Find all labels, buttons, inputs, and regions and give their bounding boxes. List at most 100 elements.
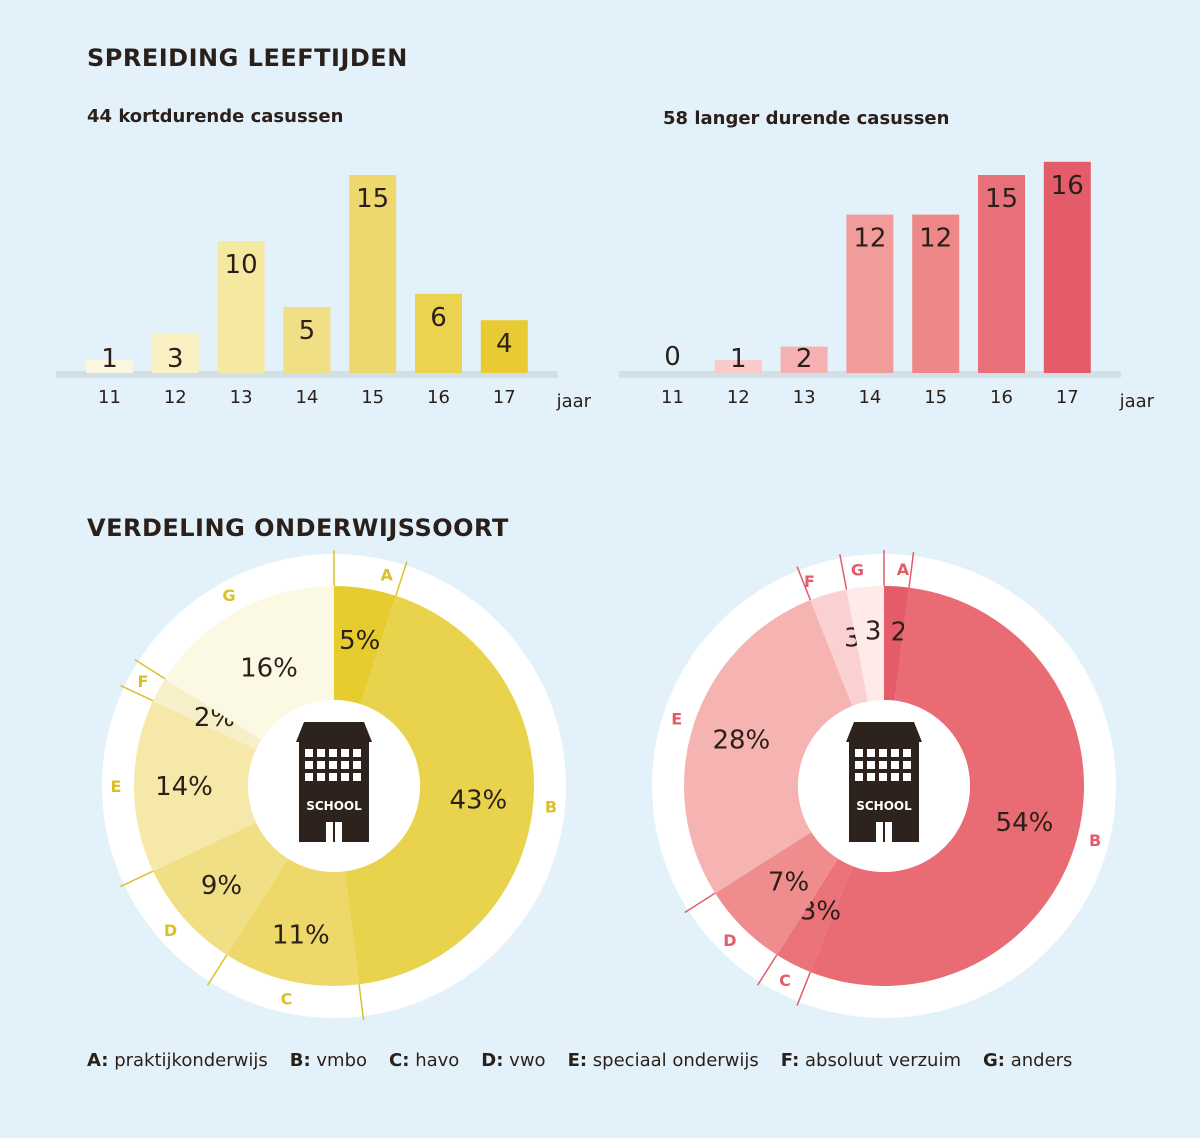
x-tick-label: 13: [230, 387, 253, 408]
legend-item-d: D: vwo: [481, 1050, 546, 1071]
school-building-icon: SCHOOL: [846, 722, 922, 842]
slice-key-letter: A: [381, 565, 394, 584]
section-title-ages: SPREIDING LEEFTIJDEN: [87, 44, 408, 72]
slice-key-letter: B: [1089, 831, 1101, 850]
slice-value-label: 11%: [272, 920, 330, 950]
slice-key-letter: G: [851, 561, 864, 580]
chart-title-long-cases: 58 langer durende casussen: [663, 108, 950, 129]
slice-divider: [358, 984, 365, 1021]
school-building-icon: SCHOOL: [296, 722, 372, 842]
x-axis-unit-label: jaar: [556, 391, 592, 412]
slice-value-label: 14%: [155, 772, 213, 802]
school-label: SCHOOL: [856, 799, 912, 813]
bar-value-label: 4: [496, 329, 513, 359]
slice-divider: [134, 658, 166, 680]
slice-key-letter: C: [779, 971, 791, 990]
x-tick-label: 15: [924, 387, 947, 408]
bar-16: [415, 293, 462, 373]
bar-value-label: 2: [796, 344, 813, 374]
x-tick-label: 14: [295, 387, 318, 408]
x-tick-label: 14: [858, 387, 881, 408]
donut-slice-F: [153, 678, 262, 750]
legend-item-a: A: praktijkonderwijs: [87, 1050, 268, 1071]
bar-12: [151, 333, 199, 373]
donut-slice-E: [684, 600, 853, 894]
donut-slice-D: [153, 822, 288, 955]
bar-value-label: 12: [853, 224, 886, 254]
donut-slice-E: [133, 700, 257, 872]
x-tick-label: 15: [361, 387, 384, 408]
bar-17: [480, 320, 528, 373]
x-axis-unit-label: jaar: [1119, 391, 1155, 412]
legend-item-c: C: havo: [389, 1050, 460, 1071]
slice-divider: [756, 954, 778, 986]
bar-12: [714, 359, 762, 373]
x-tick-label: 17: [1056, 387, 1079, 408]
slice-key-letter: D: [723, 931, 736, 950]
donut-slice-G: [165, 586, 334, 740]
slice-divider: [120, 684, 154, 702]
slice-key-letter: F: [804, 572, 815, 591]
donut-slice-F: [810, 589, 868, 707]
slice-divider: [839, 554, 848, 590]
donut-slice-B: [344, 595, 534, 985]
slice-key-letter: D: [164, 921, 177, 940]
section-title-education: VERDELING ONDERWIJSSOORT: [87, 514, 509, 542]
slice-key-letter: F: [137, 672, 148, 691]
slice-divider: [120, 870, 154, 888]
x-tick-label: 16: [427, 387, 450, 408]
bar-value-label: 12: [919, 224, 952, 254]
x-tick-label: 12: [164, 387, 187, 408]
x-tick-label: 11: [661, 387, 684, 408]
bar-15: [912, 214, 960, 373]
bar-value-label: 15: [985, 184, 1018, 214]
slice-value-label: 28%: [712, 726, 770, 756]
slice-value-label: 54%: [996, 808, 1054, 838]
legend-item-f: F: absoluut verzuim: [780, 1050, 961, 1071]
bar-value-label: 1: [730, 344, 747, 374]
donut-slice-C: [776, 858, 853, 972]
bar-14: [283, 307, 331, 373]
bar-15: [349, 175, 397, 373]
bar-value-label: 0: [664, 342, 681, 372]
school-label: SCHOOL: [306, 799, 362, 813]
bar-11: [86, 359, 133, 373]
x-tick-label: 17: [493, 387, 516, 408]
slice-divider: [908, 551, 915, 588]
slice-value-label: 43%: [449, 786, 507, 816]
slice-divider: [206, 954, 228, 986]
legend: A: praktijkonderwijs B: vmbo C: havo D: …: [87, 1050, 1072, 1071]
slice-key-letter: A: [897, 560, 910, 579]
bar-value-label: 6: [430, 303, 447, 333]
slice-divider: [796, 566, 812, 601]
bar-value-label: 16: [1051, 171, 1084, 201]
bar-value-label: 3: [167, 344, 184, 374]
bar-13: [780, 346, 828, 373]
donut-slice-D: [715, 832, 838, 955]
legend-item-b: B: vmbo: [289, 1050, 368, 1071]
bar-16: [978, 175, 1025, 373]
slice-key-letter: B: [545, 798, 557, 817]
slice-value-label: 7%: [768, 867, 809, 897]
legend-item-e: E: speciaal onderwijs: [567, 1050, 759, 1071]
donut-slice-A: [334, 586, 396, 705]
donut-slice-C: [226, 858, 360, 986]
donut-slice-B: [810, 587, 1084, 987]
slice-key-letter: E: [111, 777, 122, 796]
slice-key-letter: C: [281, 990, 293, 1009]
donut-slice-A: [884, 586, 910, 701]
slice-divider: [395, 561, 408, 597]
legend-item-g: G: anders: [983, 1050, 1073, 1071]
slice-value-label: 9%: [201, 871, 242, 901]
bar-value-label: 15: [356, 184, 389, 214]
bar-value-label: 5: [299, 316, 316, 346]
bar-14: [846, 214, 894, 373]
x-tick-label: 13: [793, 387, 816, 408]
x-tick-label: 11: [98, 387, 121, 408]
slice-divider: [796, 971, 812, 1006]
bar-value-label: 10: [225, 250, 258, 280]
